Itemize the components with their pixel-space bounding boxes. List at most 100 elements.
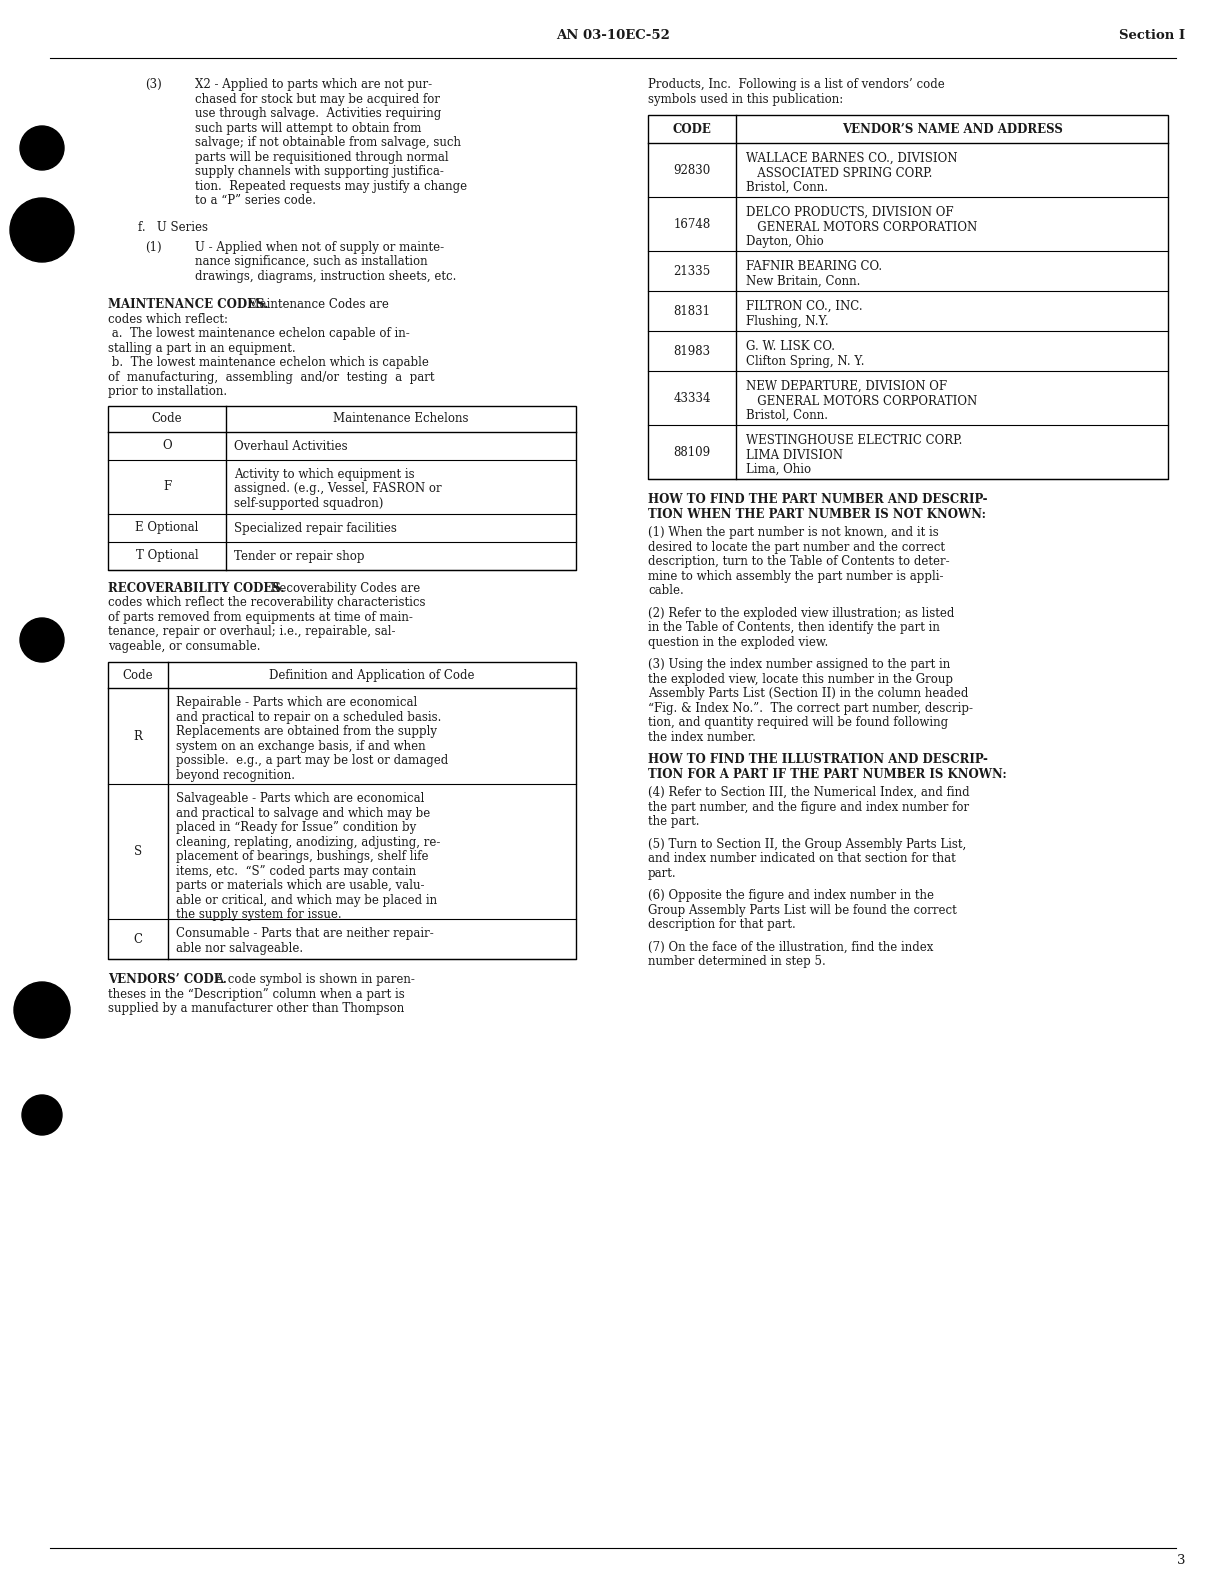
- Text: of  manufacturing,  assembling  and/or  testing  a  part: of manufacturing, assembling and/or test…: [108, 371, 434, 383]
- Text: 92830: 92830: [673, 164, 711, 177]
- Text: question in the exploded view.: question in the exploded view.: [649, 636, 829, 649]
- Text: salvage; if not obtainable from salvage, such: salvage; if not obtainable from salvage,…: [195, 136, 461, 148]
- Text: A code symbol is shown in paren-: A code symbol is shown in paren-: [208, 974, 414, 986]
- Text: Dayton, Ohio: Dayton, Ohio: [745, 235, 824, 248]
- Text: U - Applied when not of supply or mainte-: U - Applied when not of supply or mainte…: [195, 240, 444, 254]
- Text: CODE: CODE: [673, 123, 711, 136]
- Text: cleaning, replating, anodizing, adjusting, re-: cleaning, replating, anodizing, adjustin…: [177, 835, 440, 849]
- Text: O: O: [162, 439, 172, 451]
- Text: G. W. LISK CO.: G. W. LISK CO.: [745, 339, 835, 353]
- Text: (2) Refer to the exploded view illustration; as listed: (2) Refer to the exploded view illustrat…: [649, 606, 954, 620]
- Text: F: F: [163, 480, 172, 492]
- Text: the exploded view, locate this number in the Group: the exploded view, locate this number in…: [649, 672, 953, 685]
- Text: drawings, diagrams, instruction sheets, etc.: drawings, diagrams, instruction sheets, …: [195, 270, 456, 282]
- Text: tion, and quantity required will be found following: tion, and quantity required will be foun…: [649, 716, 948, 729]
- Text: placement of bearings, bushings, shelf life: placement of bearings, bushings, shelf l…: [177, 851, 429, 863]
- Text: TION WHEN THE PART NUMBER IS NOT KNOWN:: TION WHEN THE PART NUMBER IS NOT KNOWN:: [649, 508, 986, 521]
- Text: WESTINGHOUSE ELECTRIC CORP.: WESTINGHOUSE ELECTRIC CORP.: [745, 434, 962, 447]
- Text: in the Table of Contents, then identify the part in: in the Table of Contents, then identify …: [649, 622, 940, 634]
- Text: the part number, and the figure and index number for: the part number, and the figure and inde…: [649, 800, 969, 814]
- Text: tenance, repair or overhaul; i.e., repairable, sal-: tenance, repair or overhaul; i.e., repai…: [108, 625, 396, 638]
- Text: (3): (3): [145, 77, 162, 92]
- Text: prior to installation.: prior to installation.: [108, 385, 227, 398]
- Text: assigned. (e.g., Vessel, FASRON or: assigned. (e.g., Vessel, FASRON or: [234, 481, 441, 495]
- Text: description, turn to the Table of Contents to deter-: description, turn to the Table of Conten…: [649, 555, 950, 568]
- Text: ASSOCIATED SPRING CORP.: ASSOCIATED SPRING CORP.: [745, 167, 933, 180]
- Text: TION FOR A PART IF THE PART NUMBER IS KNOWN:: TION FOR A PART IF THE PART NUMBER IS KN…: [649, 767, 1007, 781]
- Text: Code: Code: [123, 669, 153, 682]
- Text: parts or materials which are usable, valu-: parts or materials which are usable, val…: [177, 879, 424, 892]
- Text: (6) Opposite the figure and index number in the: (6) Opposite the figure and index number…: [649, 888, 934, 903]
- Text: (4) Refer to Section III, the Numerical Index, and find: (4) Refer to Section III, the Numerical …: [649, 786, 970, 798]
- Text: Bristol, Conn.: Bristol, Conn.: [745, 409, 828, 421]
- Text: (3) Using the index number assigned to the part in: (3) Using the index number assigned to t…: [649, 658, 950, 671]
- Text: Salvageable - Parts which are economical: Salvageable - Parts which are economical: [177, 792, 424, 805]
- Circle shape: [13, 982, 70, 1038]
- Text: parts will be requisitioned through normal: parts will be requisitioned through norm…: [195, 150, 449, 164]
- Text: Overhaul Activities: Overhaul Activities: [234, 440, 348, 453]
- Text: codes which reflect the recoverability characteristics: codes which reflect the recoverability c…: [108, 596, 425, 609]
- Text: and index number indicated on that section for that: and index number indicated on that secti…: [649, 852, 956, 865]
- Text: Clifton Spring, N. Y.: Clifton Spring, N. Y.: [745, 355, 864, 368]
- Text: self-supported squadron): self-supported squadron): [234, 497, 384, 510]
- Text: FAFNIR BEARING CO.: FAFNIR BEARING CO.: [745, 260, 883, 273]
- Text: 21335: 21335: [673, 265, 711, 278]
- Text: cable.: cable.: [649, 584, 684, 596]
- Text: WALLACE BARNES CO., DIVISION: WALLACE BARNES CO., DIVISION: [745, 151, 958, 166]
- Text: Tender or repair shop: Tender or repair shop: [234, 549, 364, 562]
- Text: MAINTENANCE CODES.: MAINTENANCE CODES.: [108, 298, 268, 311]
- Text: (1): (1): [145, 240, 162, 254]
- Text: RECOVERABILITY CODES.: RECOVERABILITY CODES.: [108, 582, 284, 595]
- Text: Flushing, N.Y.: Flushing, N.Y.: [745, 314, 829, 328]
- Text: Maintenance Codes are: Maintenance Codes are: [240, 298, 389, 311]
- Text: b.  The lowest maintenance echelon which is capable: b. The lowest maintenance echelon which …: [108, 357, 429, 369]
- Circle shape: [10, 197, 74, 262]
- Text: vageable, or consumable.: vageable, or consumable.: [108, 639, 260, 652]
- Text: Replacements are obtained from the supply: Replacements are obtained from the suppl…: [177, 724, 436, 739]
- Circle shape: [22, 1095, 63, 1135]
- Text: Definition and Application of Code: Definition and Application of Code: [270, 669, 474, 682]
- Text: Bristol, Conn.: Bristol, Conn.: [745, 181, 828, 194]
- Text: codes which reflect:: codes which reflect:: [108, 312, 228, 325]
- Text: f.   U Series: f. U Series: [139, 221, 208, 234]
- Text: 88109: 88109: [673, 445, 711, 459]
- Text: HOW TO FIND THE PART NUMBER AND DESCRIP-: HOW TO FIND THE PART NUMBER AND DESCRIP-: [649, 492, 987, 507]
- Text: Repairable - Parts which are economical: Repairable - Parts which are economical: [177, 696, 417, 709]
- Text: GENERAL MOTORS CORPORATION: GENERAL MOTORS CORPORATION: [745, 394, 977, 407]
- Text: Assembly Parts List (Section II) in the column headed: Assembly Parts List (Section II) in the …: [649, 686, 969, 701]
- Text: X2 - Applied to parts which are not pur-: X2 - Applied to parts which are not pur-: [195, 77, 432, 92]
- Bar: [108, 663, 576, 959]
- Text: tion.  Repeated requests may justify a change: tion. Repeated requests may justify a ch…: [195, 180, 467, 193]
- Text: of parts removed from equipments at time of main-: of parts removed from equipments at time…: [108, 611, 413, 623]
- Text: Lima, Ohio: Lima, Ohio: [745, 462, 812, 477]
- Text: (1) When the part number is not known, and it is: (1) When the part number is not known, a…: [649, 525, 939, 540]
- Text: “Fig. & Index No.”.  The correct part number, descrip-: “Fig. & Index No.”. The correct part num…: [649, 702, 973, 715]
- Text: T Optional: T Optional: [136, 549, 199, 562]
- Text: to a “P” series code.: to a “P” series code.: [195, 194, 316, 207]
- Text: symbols used in this publication:: symbols used in this publication:: [649, 93, 843, 106]
- Text: beyond recognition.: beyond recognition.: [177, 768, 295, 781]
- Text: AN 03-10EC-52: AN 03-10EC-52: [557, 28, 669, 41]
- Text: E Optional: E Optional: [135, 521, 199, 533]
- Text: Section I: Section I: [1119, 28, 1186, 41]
- Text: theses in the “Description” column when a part is: theses in the “Description” column when …: [108, 988, 405, 1000]
- Text: desired to locate the part number and the correct: desired to locate the part number and th…: [649, 541, 945, 554]
- Text: Maintenance Echelons: Maintenance Echelons: [333, 412, 468, 424]
- Text: GENERAL MOTORS CORPORATION: GENERAL MOTORS CORPORATION: [745, 221, 977, 234]
- Text: Code: Code: [152, 412, 183, 424]
- Text: Products, Inc.  Following is a list of vendors’ code: Products, Inc. Following is a list of ve…: [649, 77, 945, 92]
- Text: S: S: [134, 844, 142, 858]
- Bar: [108, 406, 576, 570]
- Circle shape: [20, 619, 64, 663]
- Text: Recoverability Codes are: Recoverability Codes are: [264, 582, 421, 595]
- Text: DELCO PRODUCTS, DIVISION OF: DELCO PRODUCTS, DIVISION OF: [745, 207, 954, 219]
- Text: such parts will attempt to obtain from: such parts will attempt to obtain from: [195, 122, 422, 134]
- Text: Activity to which equipment is: Activity to which equipment is: [234, 467, 414, 480]
- Text: 43334: 43334: [673, 391, 711, 404]
- Text: placed in “Ready for Issue” condition by: placed in “Ready for Issue” condition by: [177, 821, 417, 835]
- Text: the index number.: the index number.: [649, 731, 756, 743]
- Text: possible.  e.g., a part may be lost or damaged: possible. e.g., a part may be lost or da…: [177, 754, 449, 767]
- Text: 16748: 16748: [673, 218, 711, 230]
- Text: 3: 3: [1177, 1553, 1186, 1567]
- Text: the part.: the part.: [649, 814, 700, 828]
